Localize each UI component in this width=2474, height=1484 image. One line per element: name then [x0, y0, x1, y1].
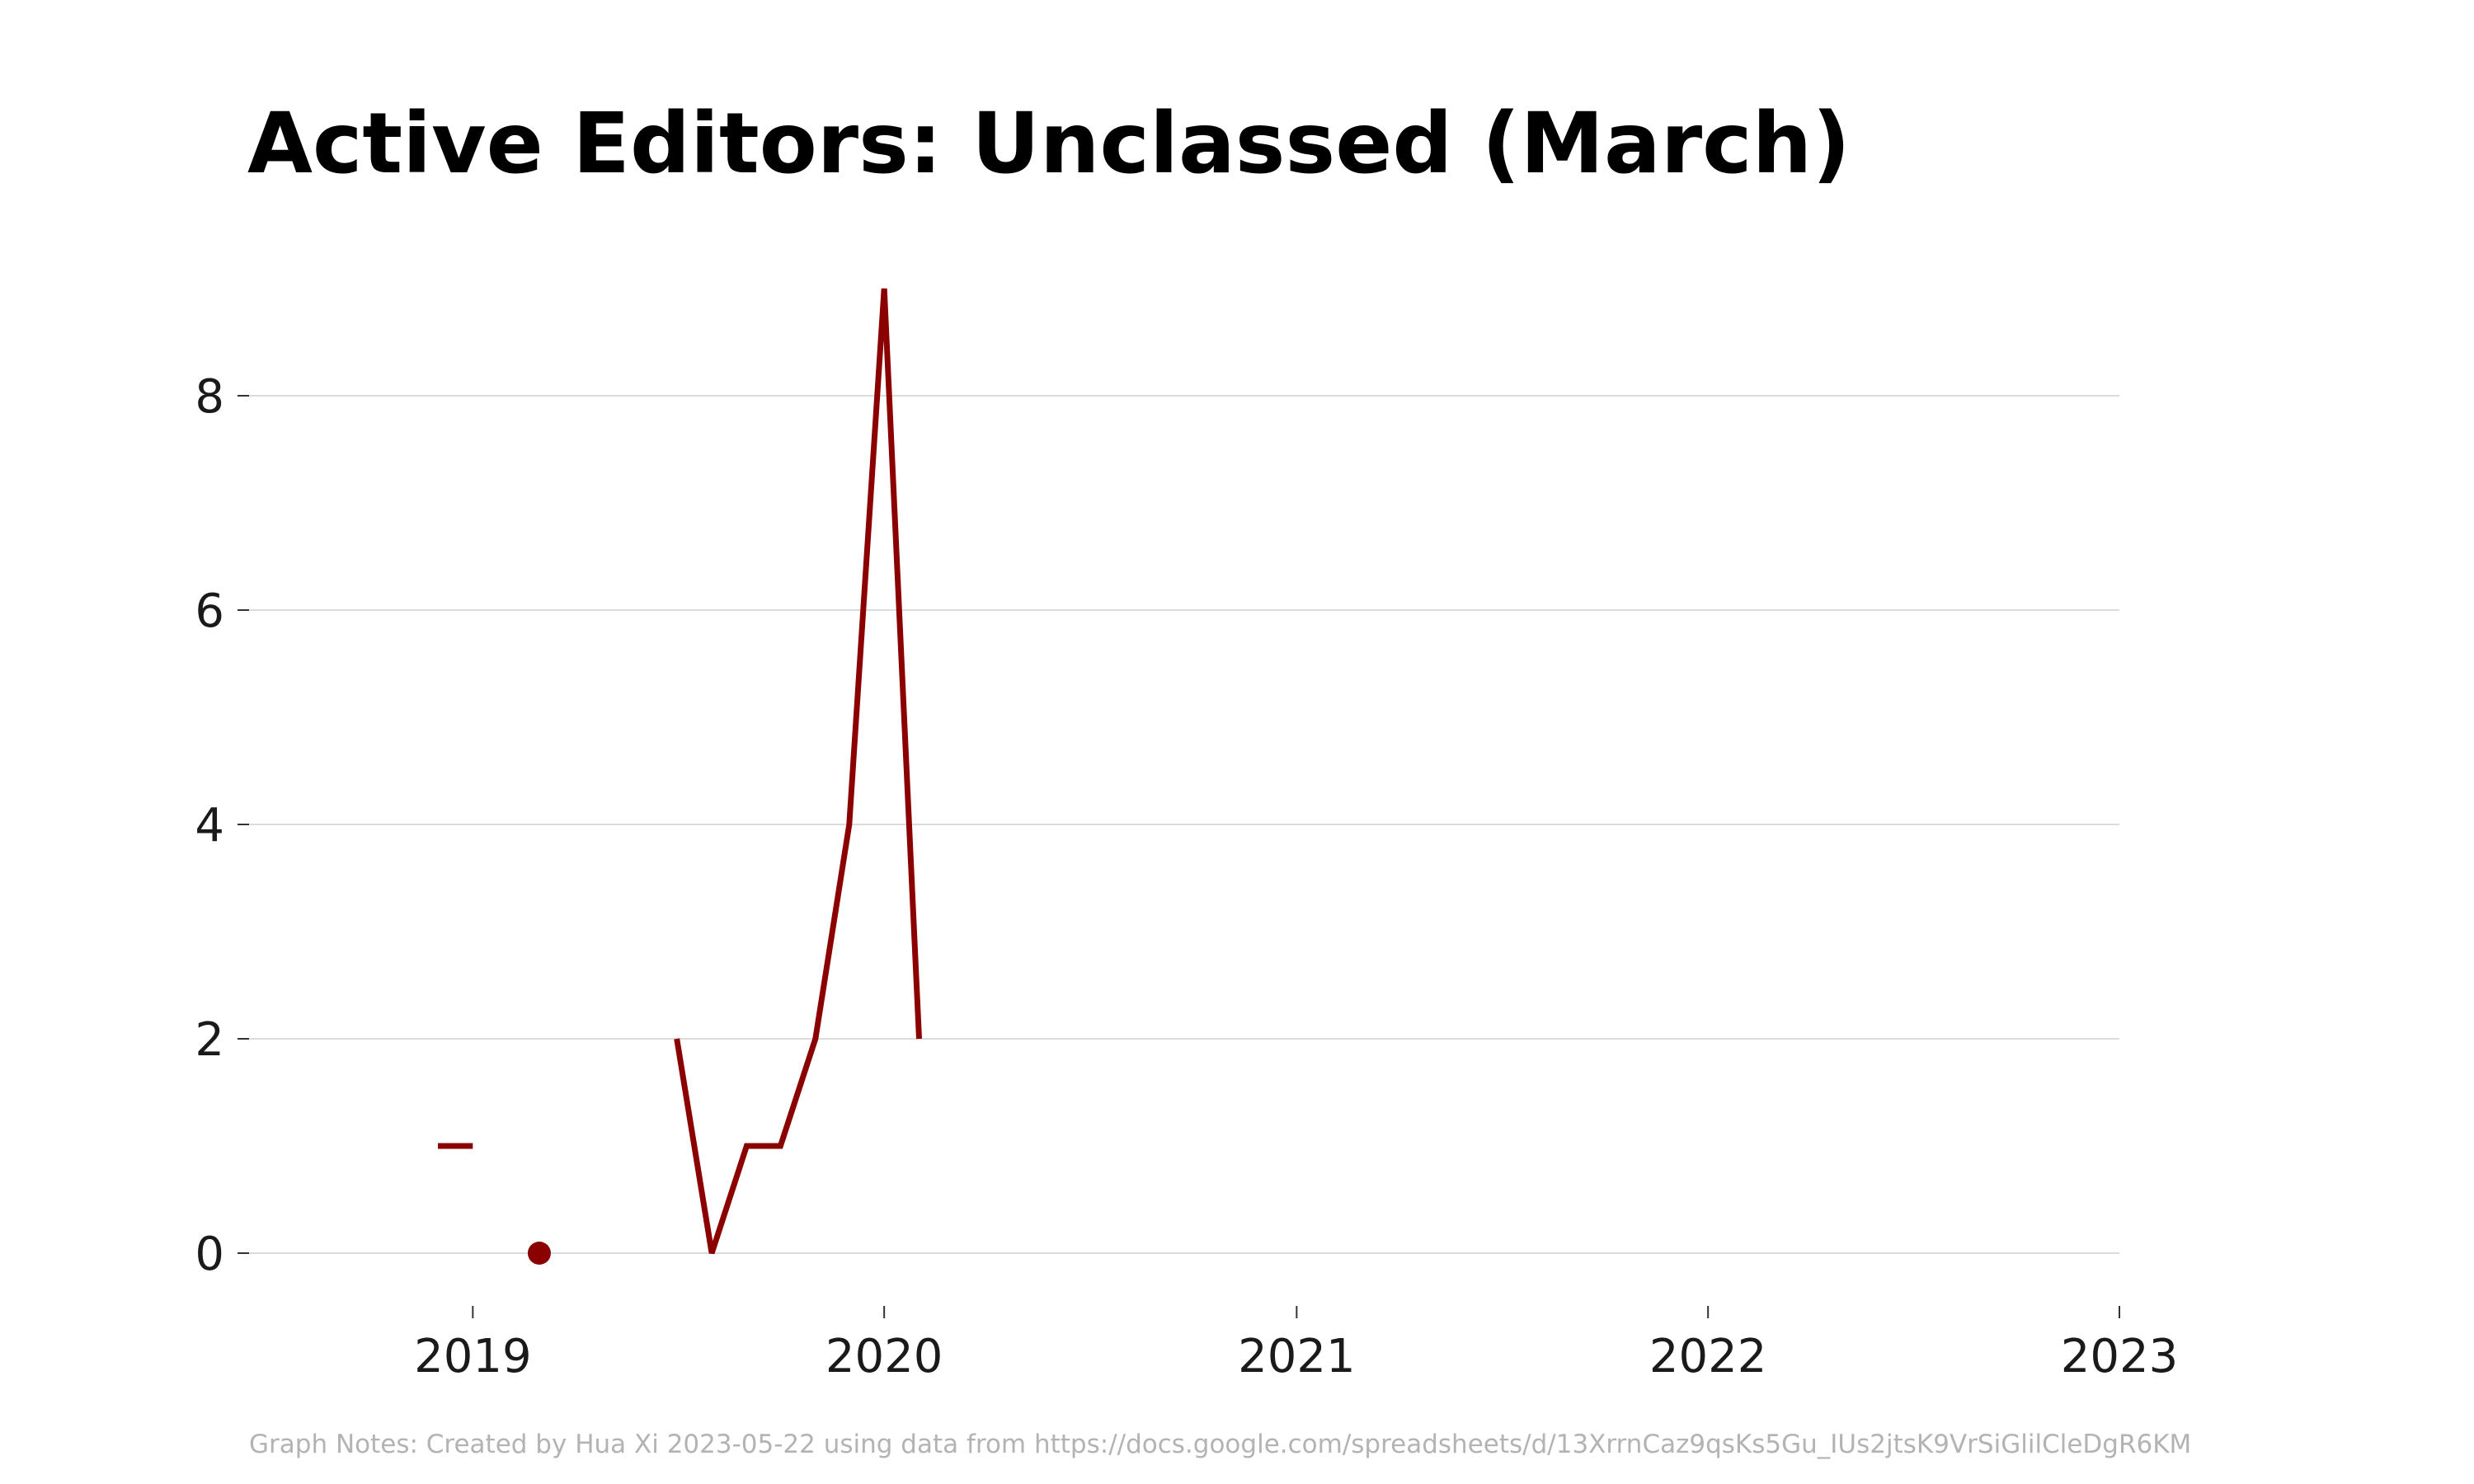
y-tick-label: 8	[195, 370, 224, 424]
x-tick-label: 2019	[414, 1330, 532, 1383]
x-tick-label: 2020	[825, 1330, 943, 1383]
grid-lines	[249, 395, 2119, 1254]
y-tick-label: 0	[195, 1228, 224, 1281]
data-point	[527, 1242, 551, 1265]
x-tick-label: 2022	[1649, 1330, 1767, 1383]
graph-notes-caption: Graph Notes: Created by Hua Xi 2023-05-2…	[249, 1430, 2192, 1459]
x-tick-label: 2023	[2061, 1330, 2179, 1383]
y-tick-label: 2	[195, 1013, 224, 1067]
x-tick-label: 2021	[1238, 1330, 1356, 1383]
chart-title: Active Editors: Unclassed (March)	[247, 95, 1851, 193]
series-layer	[438, 288, 922, 1265]
series-line	[674, 288, 922, 1255]
y-tick-label: 4	[195, 799, 224, 852]
y-tick-label: 6	[195, 585, 224, 638]
axes: 0 2 4 6 8 2019 2020 2021 2022 2023	[195, 370, 2178, 1383]
